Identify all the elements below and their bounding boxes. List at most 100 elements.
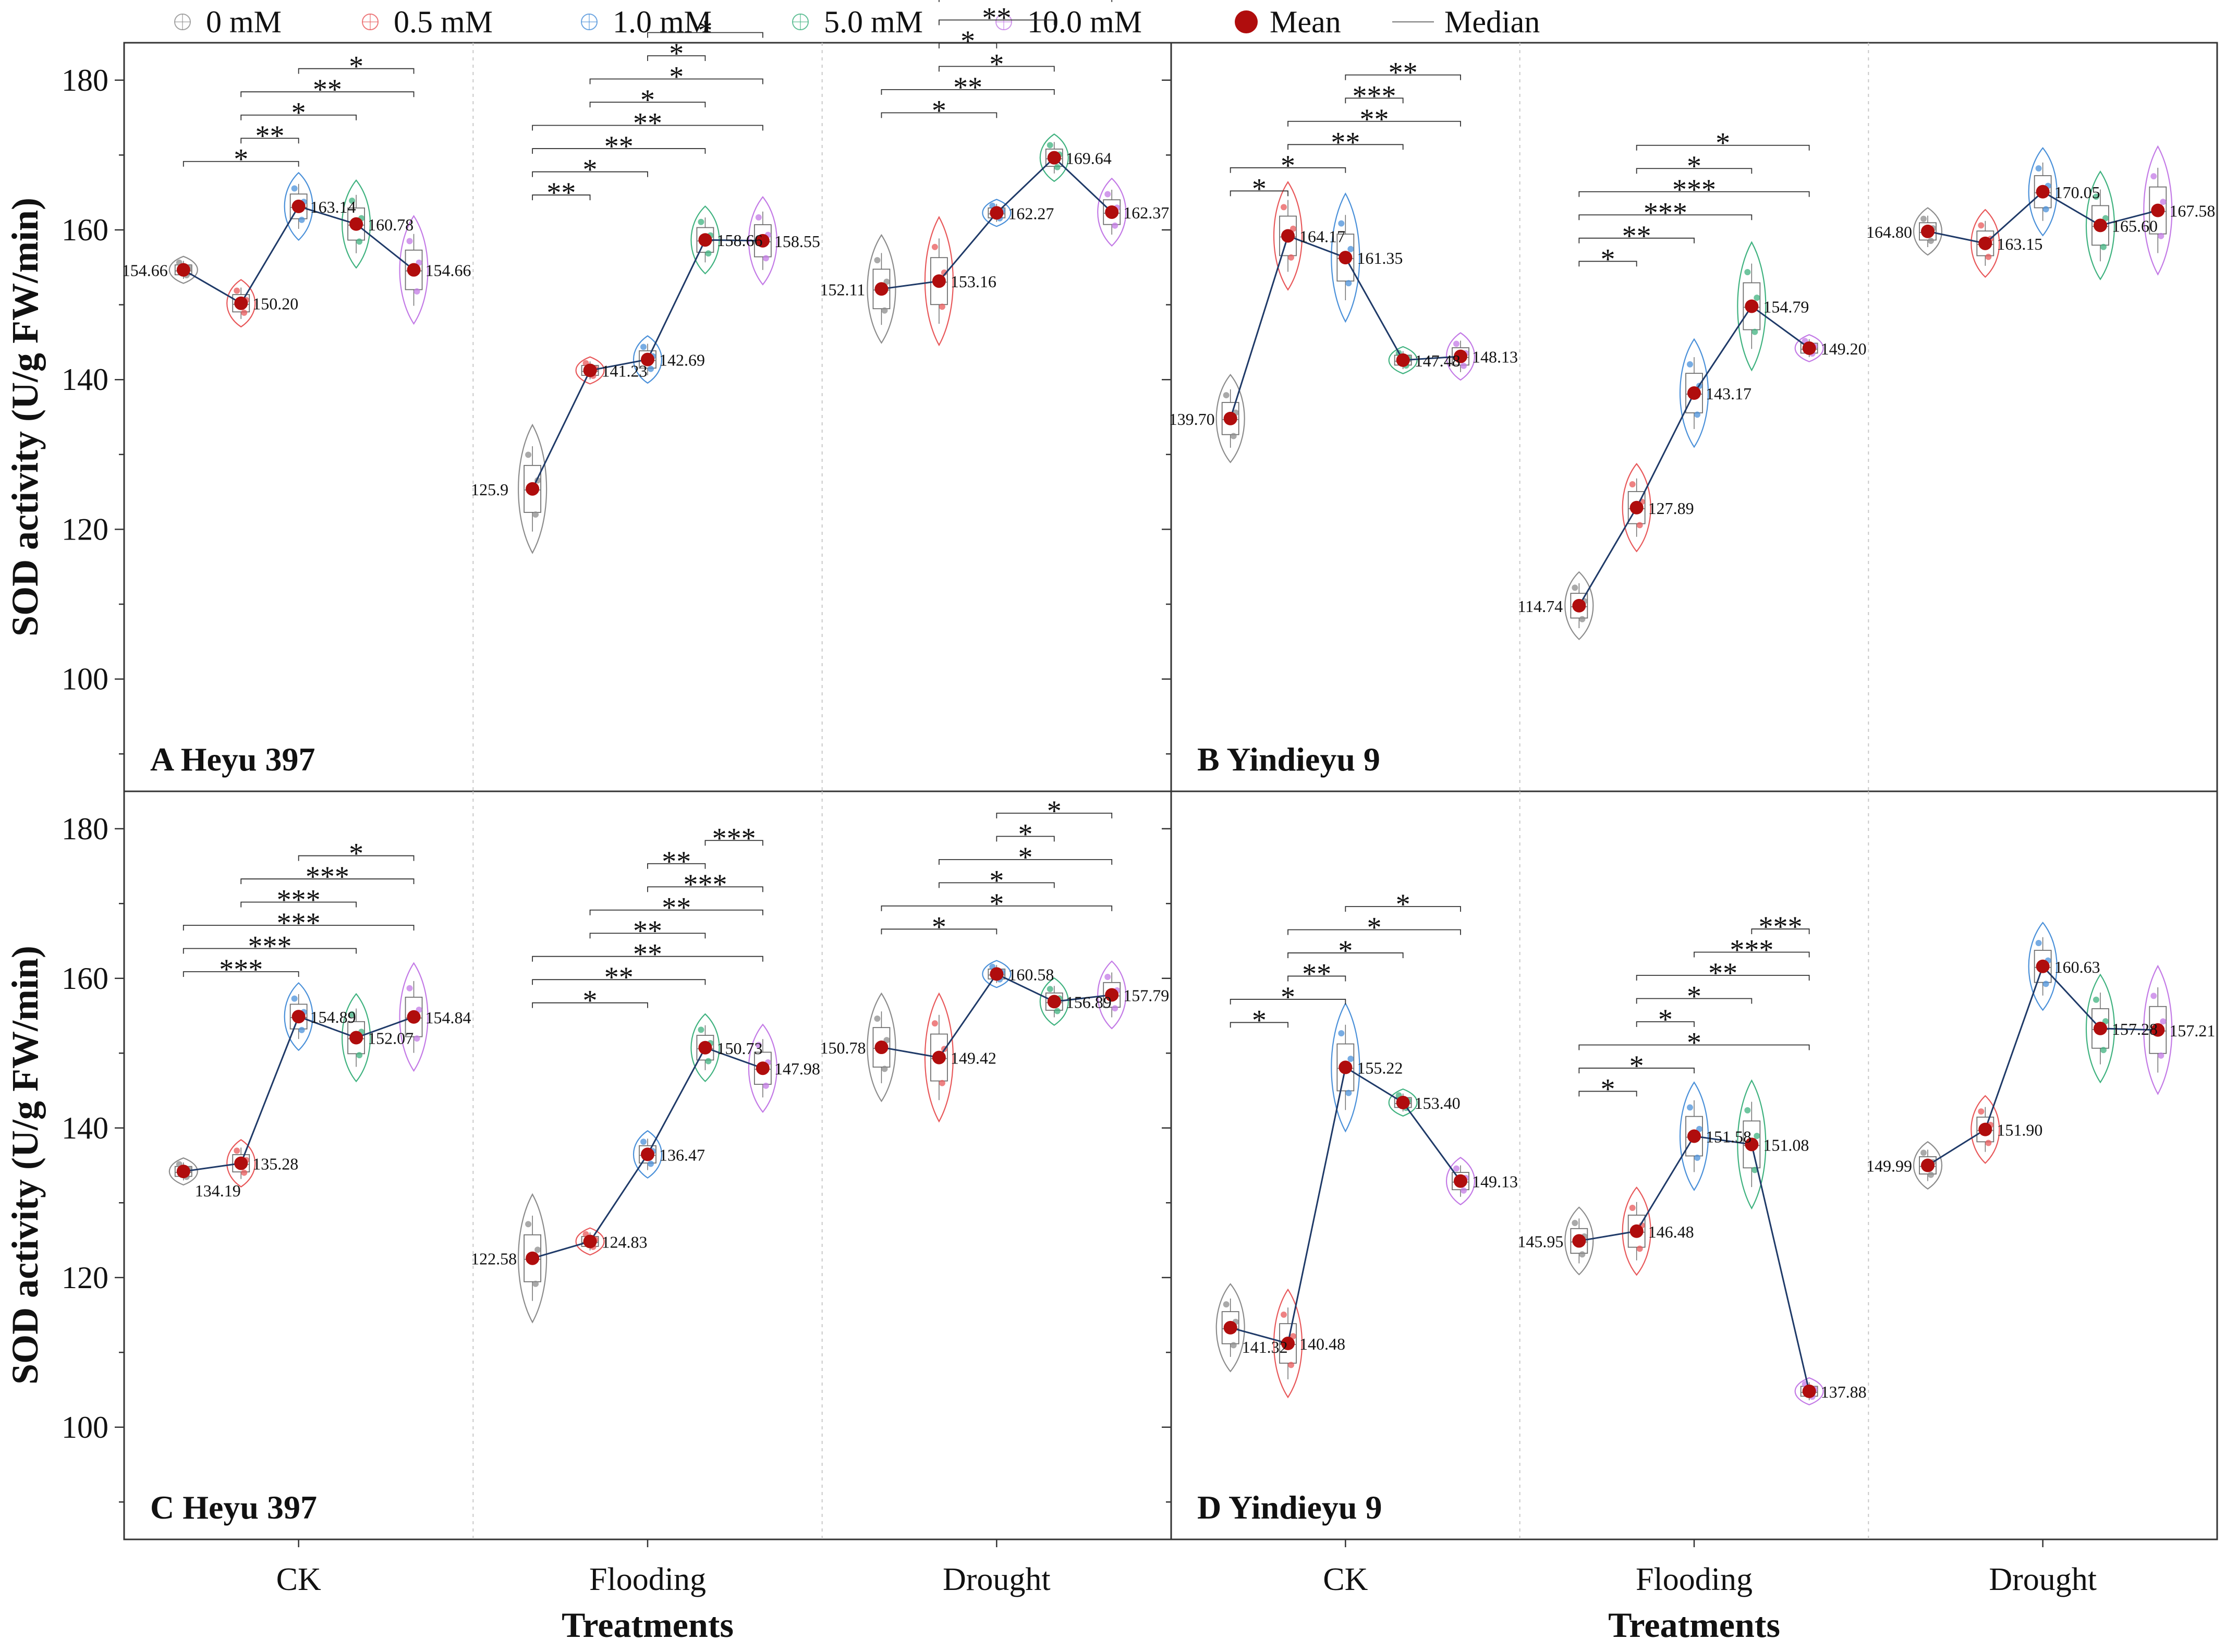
significance-label: ** [604,130,634,163]
legend-item: 5.0 mM [792,5,923,39]
mean-point [1396,353,1410,367]
data-point [1047,142,1053,149]
mean-point [1572,1234,1586,1248]
data-point [1579,1251,1586,1258]
data-point [1978,222,1985,229]
significance-bracket [1578,191,1810,197]
x-tick-label: CK [276,1562,321,1597]
mean-point [407,1010,421,1024]
significance-label: ** [633,938,662,971]
significance-label: * [1629,1050,1644,1082]
y-axis-title: SOD activity (U/g FW/min) [4,946,46,1385]
x-tick-label: Flooding [589,1562,706,1597]
data-point [298,216,305,223]
violin [1039,977,1069,1026]
violin [168,1157,198,1186]
significance-bracket [647,863,706,869]
panel-title: A Heyu 397 [150,741,315,778]
data-point [1104,974,1111,981]
significance-label: ** [546,177,576,209]
value-label: 148.13 [1472,348,1518,366]
violin [518,1193,548,1324]
mean-point [2151,203,2165,217]
significance-label: * [1601,243,1615,275]
mean-point [583,363,597,377]
mean-point [176,1165,190,1179]
data-point [881,1066,888,1072]
x-tick-label: Drought [943,1562,1051,1597]
mean-point [990,206,1004,220]
data-point [1751,1167,1758,1173]
data-point [1047,986,1053,993]
significance-label: * [1281,981,1295,1013]
significance-bracket [532,125,763,131]
significance-bracket [1287,975,1346,982]
value-label: 151.58 [1706,1128,1751,1146]
mean-point [1339,251,1353,265]
data-point [2158,1052,2164,1059]
value-label: 134.19 [195,1181,241,1200]
significance-label: * [1687,980,1701,1012]
value-label: 127.89 [1648,499,1694,518]
value-label: 165.60 [2112,216,2158,235]
legend: 0 mM 0.5 mM 1.0 mM 5.0 mM 10.0 mM Mean Median [174,5,1540,39]
violin [690,205,720,275]
significance-bracket [1230,999,1346,1005]
significance-label: * [989,48,1004,80]
value-label: 164.17 [1299,227,1345,246]
value-label: 151.08 [1763,1135,1809,1154]
data-point [1288,1362,1295,1368]
significance-bracket [1751,928,1810,935]
treatment-group: 149.99 151.90 160.63 157.28 157.21 [1866,922,2215,1190]
data-point [2035,940,2042,947]
data-point [1281,1311,1287,1318]
value-label: 150.20 [252,295,298,313]
legend-item: 0 mM [174,5,282,39]
data-point [1347,1056,1354,1062]
violin [924,992,954,1123]
significance-label: *** [712,822,756,854]
data-point [1754,1132,1760,1139]
value-label: 145.95 [1517,1232,1563,1251]
significance-label: *** [277,884,321,916]
legend-label: 1.0 mM [613,5,712,39]
significance-label: * [669,61,684,93]
violin [1622,1186,1651,1276]
violin [867,234,896,344]
significance-bracket [881,905,1113,911]
value-label: 142.69 [659,351,705,370]
significance-label: ** [662,892,691,924]
mean-point [1687,386,1701,400]
axes: 100 120 140 160 180 100 120 140 160 180 SOD activi… [4,63,2097,1645]
data-point [1754,295,1760,301]
significance-bracket [1578,1068,1695,1073]
significance-label: * [640,84,655,116]
significance-label: * [1687,1026,1701,1059]
value-label: 136.47 [659,1145,705,1164]
mean-point [756,234,770,248]
significance-bracket [1578,261,1637,267]
data-point [1281,204,1287,211]
x-axis-title: Treatments [562,1605,734,1645]
significance-label: * [1252,1004,1267,1036]
value-label: 158.55 [774,232,820,251]
data-point [1985,1140,1992,1146]
data-point [755,214,762,221]
violin [1215,374,1245,463]
violin [1097,960,1127,1030]
data-point [939,1080,945,1086]
value-label: 135.28 [252,1154,298,1173]
significance-label: *** [219,953,263,986]
violin [1794,1377,1824,1405]
significance-bracket [240,91,415,97]
panel-B: B Yindieyu 9 139.70 164.17 161.35 147.48 148.… [1169,43,2215,791]
violin [1273,1288,1303,1399]
legend-label: 10.0 mM [1027,5,1142,39]
significance-label: * [1396,888,1410,921]
violin [2085,973,2115,1084]
violin [1273,181,1303,291]
mean-point [2093,1021,2107,1035]
data-point [648,365,654,372]
violin [2143,964,2173,1095]
